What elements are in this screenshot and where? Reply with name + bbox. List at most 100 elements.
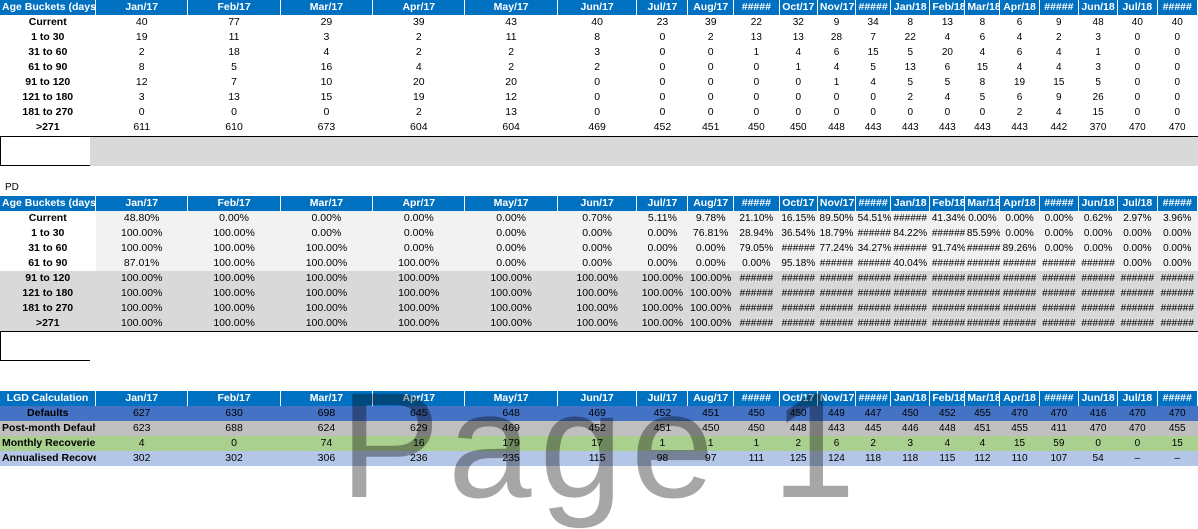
table-cell: 79.05% bbox=[733, 241, 780, 256]
table-cell: 112 bbox=[964, 451, 1000, 466]
table-cell: 74 bbox=[280, 436, 373, 451]
table-cell: 443 bbox=[864, 122, 882, 133]
table-cell: 5 bbox=[907, 77, 914, 88]
table-cell: 98 bbox=[636, 451, 688, 466]
column-header: Jul/17 bbox=[636, 391, 689, 406]
row-label: 91 to 120 bbox=[0, 271, 96, 286]
table-cell: 627 bbox=[95, 406, 188, 421]
table-cell: 4 bbox=[323, 46, 330, 58]
table-cell: 0 bbox=[1134, 92, 1141, 103]
table-cell: 0.00% bbox=[557, 226, 637, 241]
table-cell: ###### bbox=[1039, 301, 1079, 316]
table-cell: ###### bbox=[1039, 256, 1079, 271]
table-cell: 40 bbox=[135, 16, 148, 28]
table-cell: 22 bbox=[750, 17, 762, 28]
table-cell: 450 bbox=[748, 122, 765, 133]
table-cell: 0 bbox=[795, 107, 802, 118]
table-cell: ###### bbox=[1117, 316, 1157, 331]
column-header: Jan/17 bbox=[95, 391, 189, 406]
column-header: Nov/17 bbox=[817, 196, 857, 211]
table-cell: 9 bbox=[833, 17, 840, 28]
table-cell: ###### bbox=[964, 316, 1000, 331]
table-cell: 100.00% bbox=[687, 286, 734, 301]
row-label: 181 to 270 bbox=[0, 301, 96, 316]
table-cell: ###### bbox=[1039, 286, 1079, 301]
pd-header-label: Age Buckets (days bbox=[0, 196, 97, 211]
table-row: >271 611 610 673 604 604 469 452 451 450 450 448 443… bbox=[0, 120, 1198, 135]
table-cell: 19 bbox=[135, 31, 148, 43]
table-cell: 13 bbox=[792, 32, 804, 43]
column-header: Jan/17 bbox=[95, 196, 189, 211]
table-cell: 8 bbox=[907, 17, 914, 28]
table-cell: 100.00% bbox=[95, 286, 188, 301]
table-cell: 0.00% bbox=[1117, 226, 1157, 241]
table-cell: ###### bbox=[1157, 316, 1198, 331]
table-cell: 648 bbox=[464, 406, 558, 421]
empty-block-fill bbox=[90, 137, 1198, 166]
table-cell: 0 bbox=[1078, 436, 1118, 451]
table-cell: 13 bbox=[228, 91, 240, 103]
table-cell: 0.00% bbox=[1039, 226, 1079, 241]
table-cell: 2 bbox=[138, 46, 145, 58]
table-cell: ###### bbox=[929, 316, 965, 331]
table-row: 61 to 90 8 5 16 4 2 2 0 0 0 1 4 5 13 6 15 4 4 3 0 0 bbox=[0, 60, 1198, 75]
table-cell: 0.00% bbox=[733, 256, 780, 271]
table-cell: 604 bbox=[410, 121, 428, 133]
column-header: Oct/17 bbox=[779, 391, 818, 406]
table-cell: 111 bbox=[733, 451, 780, 466]
table-row: Current 40 77 29 39 43 40 23 39 22 32 9 34 8 13 8 6 9 48 40… bbox=[0, 15, 1198, 30]
column-header: ##### bbox=[855, 196, 892, 211]
table-cell: 34.27% bbox=[855, 241, 891, 256]
table-cell: 611 bbox=[133, 121, 151, 133]
table-cell: 411 bbox=[1039, 421, 1079, 436]
row-label: 31 to 60 bbox=[28, 242, 68, 254]
table-cell: 16.15% bbox=[779, 211, 818, 226]
table-cell: 0 bbox=[187, 436, 281, 451]
table-cell: ###### bbox=[929, 226, 965, 241]
table-cell: 4 bbox=[1056, 107, 1062, 118]
table-cell: 0.00% bbox=[557, 256, 637, 271]
table-cell: 15 bbox=[976, 62, 988, 73]
table-cell: 450 bbox=[733, 406, 780, 421]
table-cell: 100.00% bbox=[280, 316, 373, 331]
table-cell: 0 bbox=[795, 92, 802, 103]
table-cell: ###### bbox=[779, 316, 818, 331]
table-cell: 2 bbox=[707, 31, 714, 43]
table-cell: 11 bbox=[228, 31, 240, 43]
column-header: Aug/17 bbox=[687, 391, 735, 406]
table-cell: 0 bbox=[1134, 62, 1141, 73]
table-cell: 48 bbox=[1092, 17, 1104, 28]
table-cell: 0 bbox=[833, 107, 840, 118]
row-label: >271 bbox=[35, 121, 60, 133]
table-cell: 100.00% bbox=[557, 286, 637, 301]
table-cell: 443 bbox=[939, 122, 956, 133]
table-cell: 2 bbox=[594, 61, 601, 73]
table-cell: ###### bbox=[1157, 286, 1198, 301]
table-cell: 41.34% bbox=[929, 211, 965, 226]
table-cell: 0.00% bbox=[464, 256, 558, 271]
table-cell: 4 bbox=[795, 47, 802, 58]
table-cell: 13 bbox=[904, 62, 916, 73]
table-cell: 0 bbox=[707, 76, 714, 88]
table-cell: ###### bbox=[855, 286, 891, 301]
table-cell: ###### bbox=[964, 301, 1000, 316]
table-cell: 17 bbox=[557, 436, 637, 451]
table-cell: 0 bbox=[707, 46, 714, 58]
table-cell: 0 bbox=[594, 106, 601, 118]
row-label: 181 to 270 bbox=[22, 106, 74, 118]
table-cell: 698 bbox=[280, 406, 373, 421]
table-cell: 100.00% bbox=[187, 241, 281, 256]
table-cell: 0.62% bbox=[1078, 211, 1118, 226]
table-cell: 4 bbox=[870, 77, 876, 88]
table-cell: 236 bbox=[372, 451, 465, 466]
column-header: Nov/17 bbox=[817, 391, 857, 406]
column-header: Jun/18 bbox=[1078, 391, 1119, 406]
table-cell: 4 bbox=[1056, 62, 1062, 73]
lgd-header-label: LGD Calculation bbox=[0, 391, 97, 406]
table-cell: 4 bbox=[1016, 62, 1023, 73]
table-cell: 13 bbox=[750, 32, 762, 43]
column-header: Jun/18 bbox=[1078, 196, 1119, 211]
table-cell: 118 bbox=[855, 451, 891, 466]
table-cell: ###### bbox=[855, 256, 891, 271]
column-header: May/17 bbox=[464, 196, 558, 211]
